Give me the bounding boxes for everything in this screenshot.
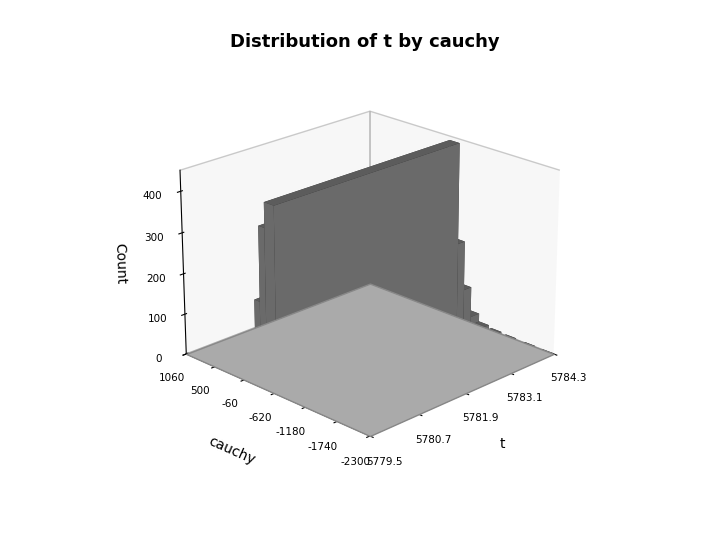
Title: Distribution of t by cauchy: Distribution of t by cauchy [230,33,499,51]
X-axis label: t: t [500,437,506,451]
Y-axis label: cauchy: cauchy [207,434,257,467]
